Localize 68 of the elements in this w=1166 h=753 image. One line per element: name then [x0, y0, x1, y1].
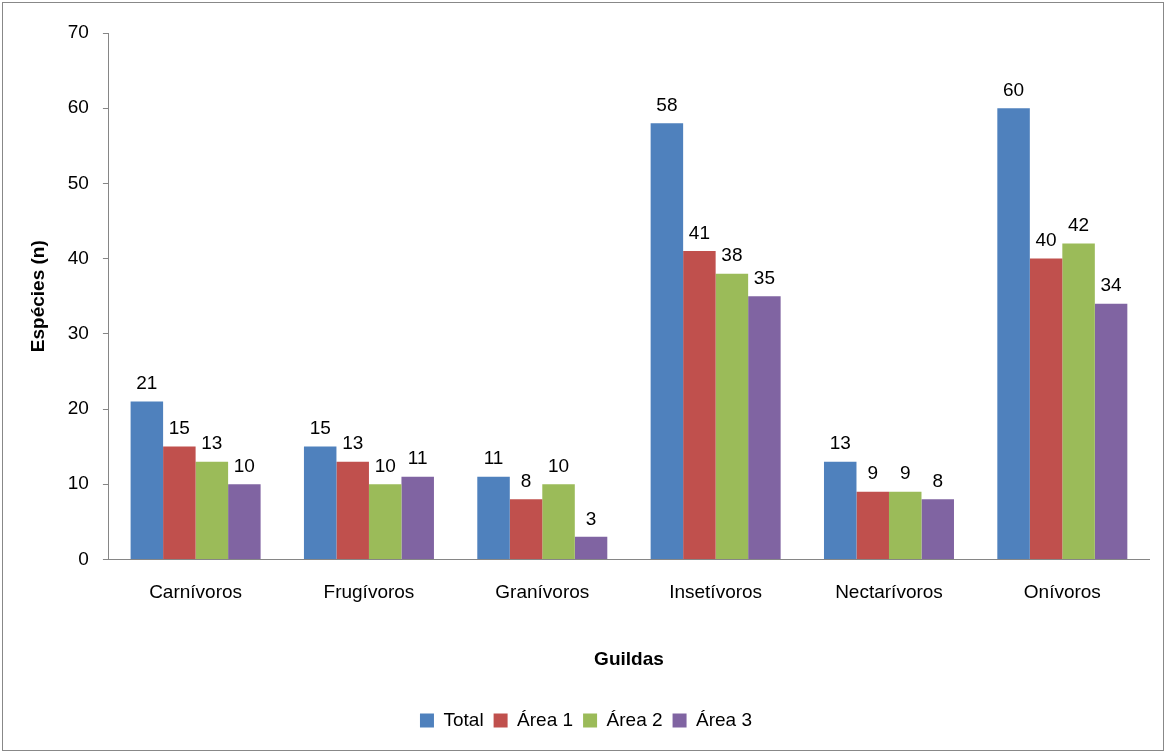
data-label: 15 — [309, 417, 331, 439]
data-label: 40 — [1035, 229, 1057, 251]
legend-label: Área 2 — [606, 708, 663, 730]
x-tick-label: Insetívoros — [669, 581, 763, 603]
y-tick-label: 30 — [67, 322, 89, 344]
bar — [368, 484, 402, 559]
bar — [997, 108, 1030, 559]
data-label: 13 — [201, 432, 223, 454]
bar — [650, 123, 684, 559]
data-label: 9 — [867, 462, 879, 484]
bar — [823, 461, 857, 559]
data-label: 60 — [1003, 78, 1025, 100]
data-label: 41 — [688, 221, 710, 243]
y-axis-title: Espécies (n) — [26, 240, 48, 353]
legend-label: Área 1 — [517, 708, 574, 730]
bar — [574, 536, 608, 559]
y-tick-label: 40 — [67, 246, 89, 268]
bar — [748, 296, 781, 559]
bar — [921, 499, 954, 559]
bar — [401, 476, 434, 559]
y-tick-label: 60 — [67, 96, 89, 118]
x-tick-label: Onívoros — [1023, 581, 1101, 603]
y-tick-label: 20 — [67, 397, 89, 419]
y-tick-label: 10 — [67, 472, 89, 494]
data-label: 10 — [233, 454, 255, 476]
bar — [163, 446, 196, 559]
data-label: 15 — [168, 417, 190, 439]
data-label: 35 — [753, 266, 775, 288]
x-tick-label: Carnívoros — [149, 581, 243, 603]
bar — [683, 251, 716, 559]
data-label: 42 — [1068, 214, 1090, 236]
y-tick-label: 50 — [67, 171, 89, 193]
data-label: 3 — [585, 507, 597, 529]
bar — [509, 499, 543, 559]
data-label: 38 — [721, 244, 743, 266]
legend-label: Área 3 — [696, 708, 753, 730]
data-label: 34 — [1100, 274, 1123, 296]
x-tick-label: Nectarívoros — [835, 581, 943, 603]
data-label: 58 — [656, 93, 678, 115]
bar — [1029, 258, 1063, 559]
x-tick-label: Granívoros — [495, 581, 590, 603]
bar — [542, 484, 575, 559]
data-label: 21 — [136, 372, 158, 394]
data-label: 8 — [520, 469, 532, 491]
data-label: 11 — [407, 447, 428, 469]
x-axis-title: Guildas — [594, 647, 664, 669]
data-label: 10 — [374, 454, 396, 476]
data-label: 9 — [899, 462, 911, 484]
bar — [888, 491, 922, 559]
bar — [195, 461, 229, 559]
bar — [715, 273, 749, 559]
bar — [228, 484, 261, 559]
data-label: 13 — [829, 432, 851, 454]
bar — [303, 446, 337, 559]
x-tick-label: Frugívoros — [323, 581, 415, 603]
bar — [130, 401, 164, 559]
y-tick-label: 70 — [67, 21, 89, 43]
bar — [477, 476, 510, 559]
legend-label: Total — [443, 708, 484, 730]
data-label: 10 — [547, 454, 570, 476]
bar — [336, 461, 369, 559]
y-tick-label: 0 — [78, 547, 89, 569]
data-label: 8 — [932, 469, 944, 491]
data-label: 11 — [483, 447, 504, 469]
bar — [1062, 243, 1095, 559]
data-label: 13 — [342, 432, 364, 454]
bar — [1094, 303, 1128, 559]
bar — [856, 491, 889, 559]
